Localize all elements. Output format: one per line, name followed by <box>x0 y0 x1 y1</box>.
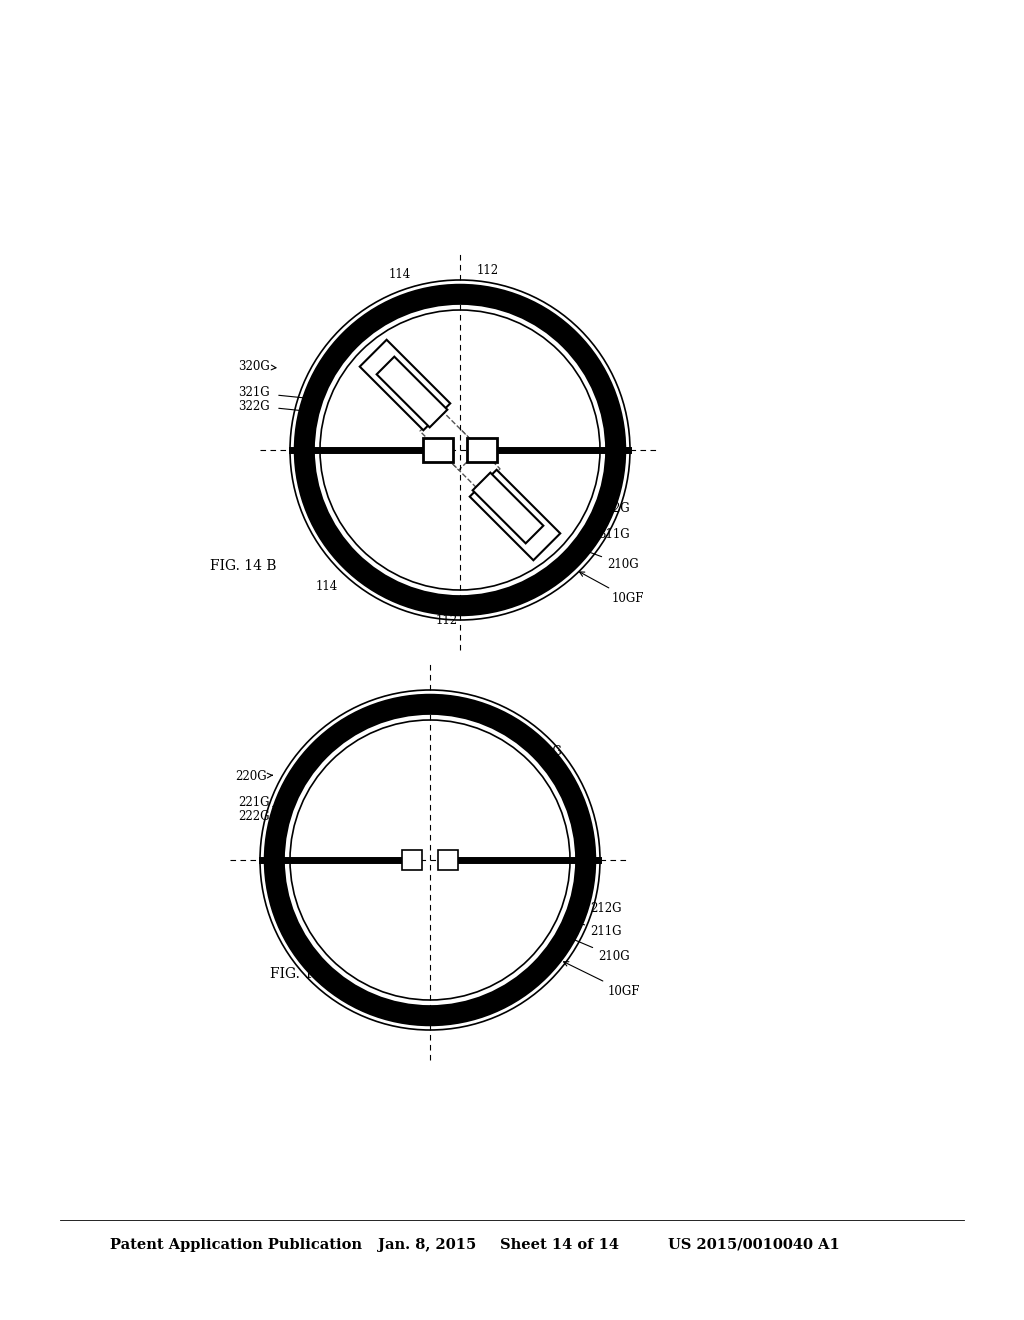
Text: 114: 114 <box>389 268 411 281</box>
Text: 601G: 601G <box>530 744 562 758</box>
Text: US 2015/0010040 A1: US 2015/0010040 A1 <box>668 1238 840 1251</box>
Polygon shape <box>377 356 447 428</box>
Bar <box>423 438 453 462</box>
Text: Sheet 14 of 14: Sheet 14 of 14 <box>500 1238 618 1251</box>
Text: 312G: 312G <box>557 500 630 515</box>
Polygon shape <box>359 339 451 430</box>
Text: FIG. 14 A: FIG. 14 A <box>270 968 336 981</box>
Text: 322G: 322G <box>238 400 269 413</box>
Text: 113: 113 <box>328 975 350 987</box>
Bar <box>438 850 458 870</box>
Polygon shape <box>440 430 500 490</box>
Text: 10GF: 10GF <box>563 962 640 998</box>
Text: 10GF: 10GF <box>580 572 644 605</box>
Bar <box>467 438 497 462</box>
Text: 311G: 311G <box>562 520 630 541</box>
Text: 212G: 212G <box>552 899 622 915</box>
Text: FIG. 14 B: FIG. 14 B <box>210 558 276 573</box>
Text: 114: 114 <box>316 579 338 593</box>
Bar <box>402 850 422 870</box>
Text: Patent Application Publication: Patent Application Publication <box>110 1238 362 1251</box>
Text: 221G: 221G <box>238 796 269 809</box>
Polygon shape <box>473 473 544 544</box>
Text: 210G: 210G <box>566 936 630 964</box>
Ellipse shape <box>306 296 614 605</box>
Text: 220G: 220G <box>234 770 272 783</box>
Text: 702G: 702G <box>345 330 377 343</box>
Polygon shape <box>420 411 480 470</box>
Text: 112: 112 <box>477 264 499 277</box>
Text: 321G: 321G <box>238 385 269 399</box>
Text: 211G: 211G <box>557 915 622 939</box>
Polygon shape <box>470 470 560 560</box>
Text: 111: 111 <box>435 979 457 993</box>
Text: Jan. 8, 2015: Jan. 8, 2015 <box>378 1238 476 1251</box>
Text: 112: 112 <box>436 614 458 627</box>
Ellipse shape <box>276 706 584 1014</box>
Text: 210G: 210G <box>573 545 639 572</box>
Text: 320G: 320G <box>238 360 276 374</box>
Text: 701G: 701G <box>498 583 529 597</box>
Text: 601G: 601G <box>534 350 565 363</box>
Text: 222G: 222G <box>238 810 269 822</box>
